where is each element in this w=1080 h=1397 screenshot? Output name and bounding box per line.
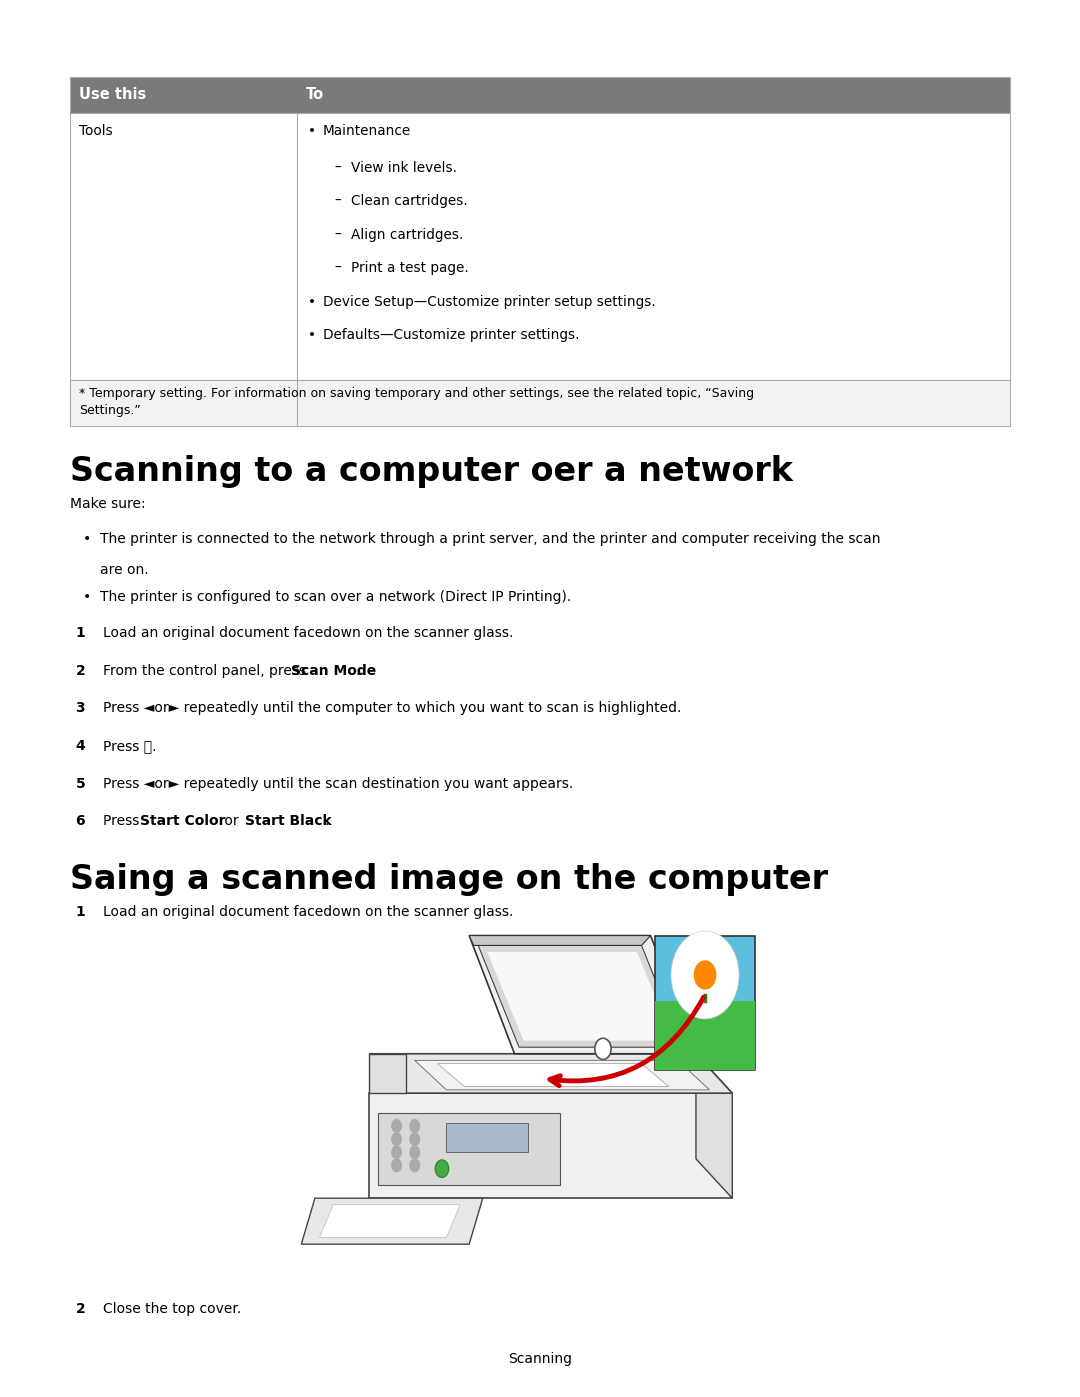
- Polygon shape: [320, 1204, 460, 1238]
- Text: 3: 3: [76, 701, 85, 715]
- Text: The printer is connected to the network through a print server, and the printer : The printer is connected to the network …: [100, 532, 881, 546]
- Text: Load an original document facedown on the scanner glass.: Load an original document facedown on th…: [103, 626, 513, 640]
- Text: The printer is configured to scan over a network (Direct IP Printing).: The printer is configured to scan over a…: [100, 590, 571, 604]
- Text: Saing a scanned image on the computer: Saing a scanned image on the computer: [70, 863, 828, 897]
- Text: From the control panel, press: From the control panel, press: [103, 664, 310, 678]
- Polygon shape: [378, 1113, 559, 1185]
- Text: 5: 5: [76, 777, 85, 791]
- Text: Scan Mode: Scan Mode: [291, 664, 376, 678]
- Text: View ink levels.: View ink levels.: [351, 161, 457, 175]
- Polygon shape: [696, 1053, 732, 1199]
- Polygon shape: [469, 936, 650, 946]
- Circle shape: [409, 1146, 420, 1160]
- Text: •: •: [308, 124, 315, 138]
- Text: –: –: [335, 194, 341, 208]
- Text: Start Color: Start Color: [140, 814, 226, 828]
- Text: Start Black: Start Black: [245, 814, 332, 828]
- Text: –: –: [335, 261, 341, 275]
- Text: Press ◄or► repeatedly until the computer to which you want to scan is highlighte: Press ◄or► repeatedly until the computer…: [103, 701, 681, 715]
- Polygon shape: [437, 1063, 669, 1087]
- Polygon shape: [301, 1199, 483, 1245]
- Text: –: –: [335, 228, 341, 242]
- Polygon shape: [369, 1053, 732, 1092]
- Bar: [70, 380, 1010, 426]
- Bar: [70, 77, 1010, 426]
- Polygon shape: [415, 1060, 710, 1090]
- Circle shape: [409, 1132, 420, 1146]
- Text: Scanning: Scanning: [508, 1352, 572, 1366]
- Text: Press: Press: [103, 814, 144, 828]
- Circle shape: [595, 1038, 611, 1059]
- Polygon shape: [369, 1053, 406, 1092]
- Text: •: •: [308, 328, 315, 342]
- Text: .: .: [355, 664, 360, 678]
- Text: Align cartridges.: Align cartridges.: [351, 228, 463, 242]
- Text: •: •: [83, 532, 92, 546]
- Text: Clean cartridges.: Clean cartridges.: [351, 194, 468, 208]
- Text: 4: 4: [76, 739, 85, 753]
- FancyArrowPatch shape: [550, 997, 704, 1085]
- Text: 2: 2: [76, 1302, 85, 1316]
- Polygon shape: [656, 936, 755, 1070]
- Circle shape: [391, 1146, 402, 1160]
- Text: Defaults—Customize printer settings.: Defaults—Customize printer settings.: [323, 328, 579, 342]
- Text: or: or: [220, 814, 243, 828]
- Polygon shape: [469, 936, 696, 1053]
- Polygon shape: [478, 946, 683, 1048]
- Circle shape: [435, 1160, 449, 1178]
- Text: Tools: Tools: [79, 124, 112, 138]
- Text: Close the top cover.: Close the top cover.: [103, 1302, 241, 1316]
- Bar: [446, 1123, 528, 1153]
- Text: Press Ⓞ.: Press Ⓞ.: [103, 739, 157, 753]
- Text: 6: 6: [76, 814, 85, 828]
- Polygon shape: [369, 1092, 732, 1199]
- Circle shape: [391, 1158, 402, 1172]
- Circle shape: [409, 1158, 420, 1172]
- Text: Make sure:: Make sure:: [70, 497, 146, 511]
- Text: are on.: are on.: [100, 563, 149, 577]
- Text: 1: 1: [76, 626, 85, 640]
- Text: Device Setup—Customize printer setup settings.: Device Setup—Customize printer setup set…: [323, 295, 656, 309]
- Text: Load an original document facedown on the scanner glass.: Load an original document facedown on th…: [103, 905, 513, 919]
- Text: •: •: [308, 295, 315, 309]
- Circle shape: [391, 1132, 402, 1146]
- Text: To: To: [306, 88, 324, 102]
- Polygon shape: [656, 1002, 755, 1070]
- Text: Use this: Use this: [79, 88, 146, 102]
- Text: Maintenance: Maintenance: [323, 124, 411, 138]
- Polygon shape: [487, 951, 673, 1041]
- Circle shape: [671, 930, 739, 1018]
- Text: –: –: [335, 161, 341, 175]
- Text: 1: 1: [76, 905, 85, 919]
- Text: .: .: [324, 814, 328, 828]
- Text: Print a test page.: Print a test page.: [351, 261, 469, 275]
- Text: 2: 2: [76, 664, 85, 678]
- Text: * Temporary setting. For information on saving temporary and other settings, see: * Temporary setting. For information on …: [79, 387, 754, 416]
- Bar: [70, 77, 1010, 113]
- Text: •: •: [83, 590, 92, 604]
- Circle shape: [693, 960, 716, 989]
- Circle shape: [391, 1119, 402, 1133]
- Circle shape: [409, 1119, 420, 1133]
- Text: Scanning to a computer oer a network: Scanning to a computer oer a network: [70, 455, 793, 489]
- Text: Press ◄or► repeatedly until the scan destination you want appears.: Press ◄or► repeatedly until the scan des…: [103, 777, 572, 791]
